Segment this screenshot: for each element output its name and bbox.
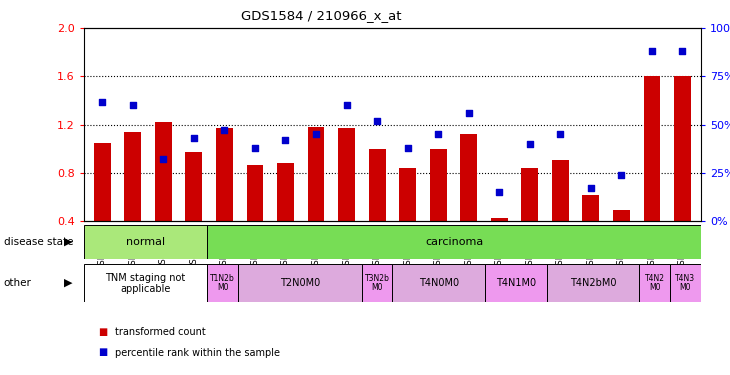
Bar xyxy=(399,168,416,270)
Bar xyxy=(521,168,538,270)
Point xyxy=(463,110,474,116)
Bar xyxy=(430,149,447,270)
Bar xyxy=(583,195,599,270)
Point xyxy=(96,99,108,105)
Point xyxy=(188,135,200,141)
Bar xyxy=(155,122,172,270)
Text: ■: ■ xyxy=(99,327,108,337)
Bar xyxy=(84,225,207,259)
Point xyxy=(249,145,261,151)
Text: carcinoma: carcinoma xyxy=(425,237,483,247)
Point xyxy=(646,48,658,54)
Text: T4N1M0: T4N1M0 xyxy=(496,278,536,288)
Text: normal: normal xyxy=(126,237,165,247)
Bar xyxy=(369,149,385,270)
Bar xyxy=(207,264,238,302)
Point xyxy=(280,137,291,143)
Point xyxy=(524,141,536,147)
Text: T2N0M0: T2N0M0 xyxy=(280,278,320,288)
Point xyxy=(341,102,353,108)
Point xyxy=(585,185,596,191)
Text: other: other xyxy=(4,278,31,288)
Point xyxy=(127,102,139,108)
Bar xyxy=(613,210,630,270)
Text: T4N3
M0: T4N3 M0 xyxy=(675,274,696,292)
Bar xyxy=(670,264,701,302)
Point xyxy=(493,189,505,195)
Text: ■: ■ xyxy=(99,348,108,357)
Bar xyxy=(124,132,141,270)
Bar xyxy=(307,127,324,270)
Bar xyxy=(485,264,547,302)
Point xyxy=(158,156,169,162)
Bar xyxy=(644,76,661,270)
Bar xyxy=(674,76,691,270)
Bar xyxy=(84,264,207,302)
Point xyxy=(402,145,413,151)
Bar xyxy=(238,264,361,302)
Point xyxy=(310,131,322,137)
Bar xyxy=(361,264,393,302)
Text: T3N2b
M0: T3N2b M0 xyxy=(364,274,389,292)
Point xyxy=(218,128,230,134)
Bar xyxy=(207,225,701,259)
Point xyxy=(615,172,627,178)
Bar xyxy=(461,134,477,270)
Text: transformed count: transformed count xyxy=(115,327,205,337)
Text: disease state: disease state xyxy=(4,237,73,247)
Point xyxy=(372,118,383,124)
Text: ▶: ▶ xyxy=(64,278,72,288)
Point xyxy=(555,131,566,137)
Bar xyxy=(491,217,507,270)
Text: percentile rank within the sample: percentile rank within the sample xyxy=(115,348,280,357)
Bar xyxy=(94,143,111,270)
Bar xyxy=(247,165,264,270)
Bar xyxy=(547,264,639,302)
Bar xyxy=(639,264,670,302)
Text: T1N2b
M0: T1N2b M0 xyxy=(210,274,235,292)
Bar xyxy=(216,128,233,270)
Point xyxy=(677,48,688,54)
Bar xyxy=(185,153,202,270)
Text: T4N0M0: T4N0M0 xyxy=(418,278,458,288)
Text: T4N2
M0: T4N2 M0 xyxy=(645,274,664,292)
Bar xyxy=(277,164,294,270)
Text: TNM staging not
applicable: TNM staging not applicable xyxy=(106,273,185,294)
Bar xyxy=(552,160,569,270)
Bar xyxy=(338,128,355,270)
Text: T4N2bM0: T4N2bM0 xyxy=(569,278,616,288)
Text: GDS1584 / 210966_x_at: GDS1584 / 210966_x_at xyxy=(241,9,402,22)
Text: ▶: ▶ xyxy=(64,237,72,247)
Point xyxy=(432,131,444,137)
Bar xyxy=(393,264,485,302)
